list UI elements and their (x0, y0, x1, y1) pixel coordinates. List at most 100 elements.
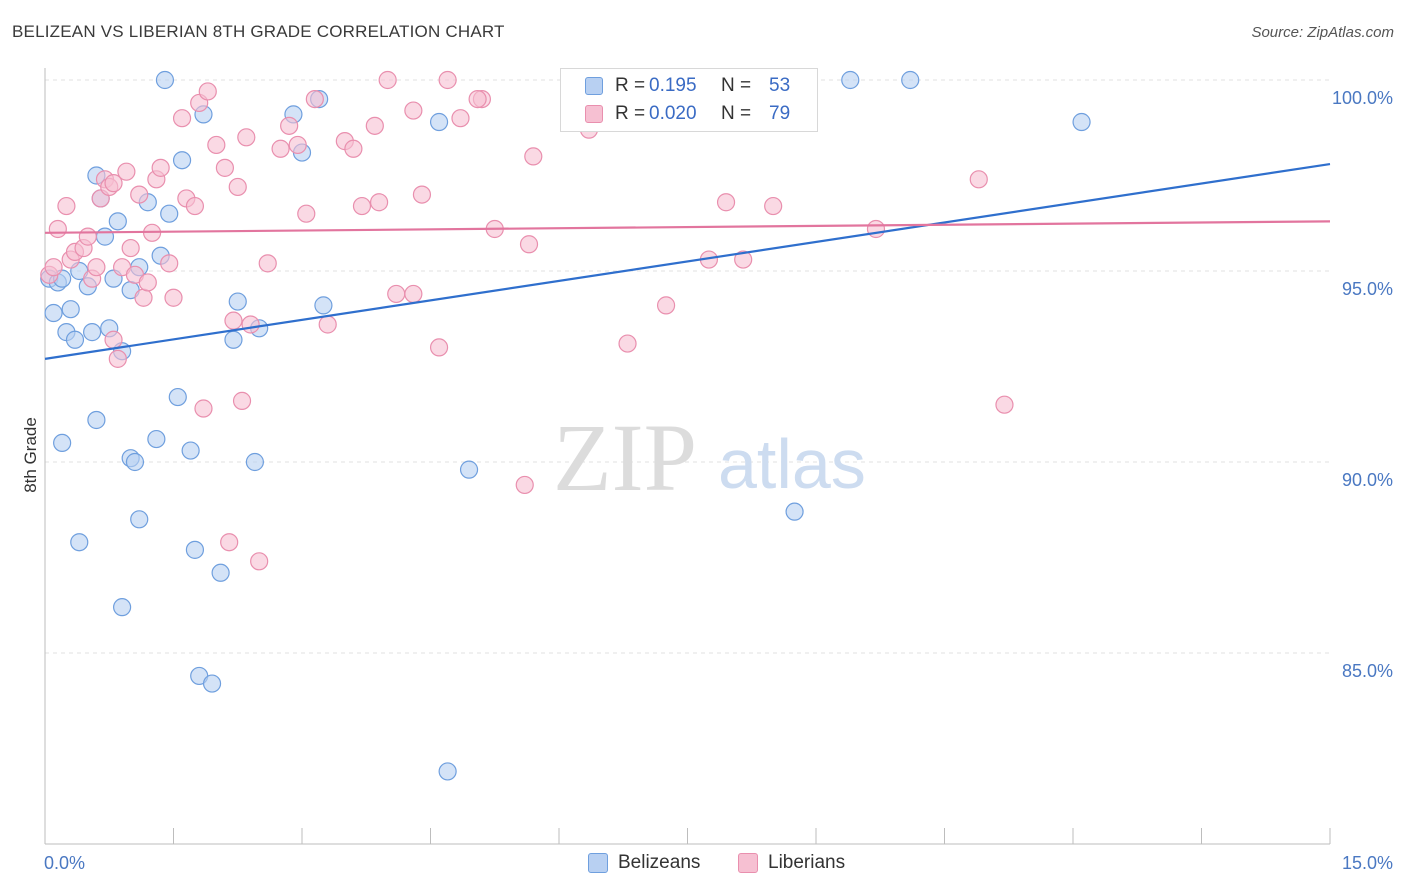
belizean-point (130, 510, 149, 529)
liberian-point (130, 185, 149, 204)
liberian-point (370, 193, 389, 212)
belizean-point (155, 70, 175, 90)
belizean-point (185, 540, 205, 559)
legend-r-label: R = (615, 75, 646, 96)
belizean-point (65, 330, 85, 349)
x-tick-label: 0.0% (44, 853, 85, 873)
liberian-point (207, 135, 226, 155)
liberian-point (618, 334, 637, 353)
liberian-point (764, 196, 783, 216)
belizean-point (44, 303, 63, 323)
legend-item-liberians[interactable]: Liberians (738, 852, 845, 874)
liberian-point (524, 147, 543, 166)
belizean-point (70, 533, 89, 552)
liberian-point (57, 196, 76, 216)
belizean-point (147, 429, 166, 449)
liberian-point (104, 174, 123, 193)
liberian-point (250, 552, 269, 571)
liberian-point (866, 219, 886, 239)
liberian-point (271, 139, 290, 158)
belizean-point (841, 70, 860, 90)
legend-r-label: R = (615, 103, 646, 124)
y-tick-label: 95.0% (1342, 279, 1393, 299)
liberian-point (78, 227, 97, 246)
liberian-point (117, 162, 136, 181)
legend-label-belizeans: Belizeans (618, 852, 701, 873)
belizean-point (160, 204, 179, 223)
legend-swatch-blue (585, 77, 603, 95)
tick-labels: 85.0% 90.0% 95.0% 100.0% 0.0% 15.0% (44, 88, 1393, 873)
liberians-points (40, 70, 1014, 571)
belizean-point (459, 460, 479, 479)
liberians-trend-line (44, 220, 1331, 234)
liberian-point (305, 89, 324, 109)
belizean-point (224, 330, 243, 349)
liberian-point (172, 109, 192, 128)
belizean-point (429, 112, 449, 132)
liberian-point (451, 109, 470, 128)
y-tick-label: 100.0% (1332, 88, 1393, 108)
belizean-point (108, 212, 127, 231)
legend-r-value: 0.020 (649, 103, 697, 124)
liberian-point (258, 254, 277, 273)
y-tick-label: 85.0% (1342, 661, 1393, 681)
liberian-point (232, 391, 252, 410)
belizean-point (125, 452, 145, 472)
legend-label-liberians: Liberians (768, 852, 846, 873)
liberian-point (87, 258, 106, 277)
legend-row-belizeans: R = 0.195 N = 53 (585, 73, 790, 99)
series-legend: Belizeans Liberians (0, 852, 1406, 878)
legend-swatch-blue (588, 853, 608, 873)
belizean-point (95, 227, 115, 246)
belizean-point (181, 441, 200, 460)
liberian-point (224, 311, 243, 330)
watermark-atlas: atlas (718, 425, 866, 503)
liberian-point (318, 315, 337, 334)
liberian-point (160, 254, 179, 273)
liberian-point (429, 338, 449, 357)
legend-n-value: 79 (769, 103, 791, 124)
x-tick-label: 15.0% (1342, 853, 1393, 873)
belizean-point (61, 300, 80, 319)
watermark: ZIP atlas (553, 404, 866, 511)
belizean-point (168, 387, 187, 407)
liberian-point (412, 185, 432, 204)
liberian-point (387, 284, 406, 304)
belizean-point (87, 410, 106, 430)
liberian-point (404, 284, 423, 304)
liberian-point (515, 475, 534, 495)
liberian-point (656, 296, 676, 315)
liberian-point (134, 288, 153, 307)
belizean-point (901, 70, 920, 90)
liberian-point (237, 128, 256, 147)
belizean-point (202, 674, 222, 693)
liberian-point (104, 330, 123, 349)
liberian-point (198, 82, 217, 101)
liberian-point (734, 250, 753, 269)
liberian-point (297, 204, 316, 223)
watermark-zip: ZIP (553, 404, 697, 511)
liberian-point (468, 89, 487, 109)
legend-n-label: N = (721, 75, 752, 96)
liberian-point (352, 196, 372, 216)
legend-item-belizeans[interactable]: Belizeans (588, 852, 700, 874)
legend-n-value: 53 (769, 75, 791, 96)
liberian-point (215, 158, 234, 177)
trend-lines (44, 162, 1331, 360)
liberian-point (969, 170, 988, 189)
belizean-point (785, 502, 804, 521)
y-tick-label: 90.0% (1342, 470, 1393, 490)
liberian-point (121, 238, 140, 258)
axes (44, 68, 1331, 845)
liberian-point (48, 219, 67, 239)
belizean-point (228, 292, 247, 311)
liberian-point (194, 399, 213, 418)
y-axis-label: 8th Grade (21, 417, 40, 493)
legend-n-label: N = (721, 103, 752, 124)
liberian-point (280, 116, 299, 135)
legend-row-liberians: R = 0.020 N = 79 (585, 101, 790, 127)
liberian-point (44, 258, 63, 277)
source-label: Source: ZipAtlas.com (1251, 24, 1394, 41)
belizeans-trend-line (44, 162, 1331, 360)
